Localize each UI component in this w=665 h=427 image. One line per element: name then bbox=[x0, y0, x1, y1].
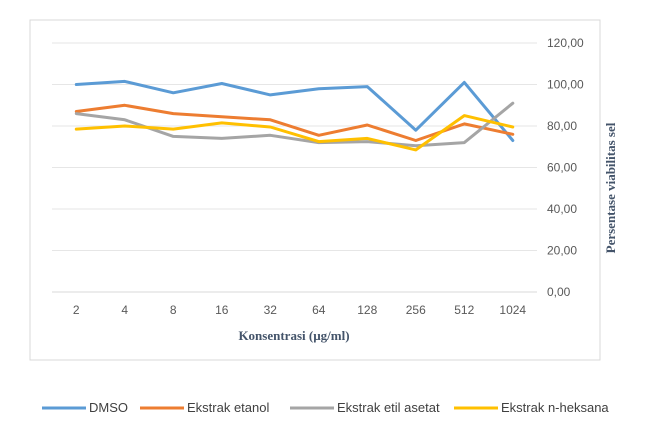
x-tick-labels: 2 4 8 16 32 64 128 256 512 1024 bbox=[73, 303, 527, 317]
x-tick-label: 4 bbox=[121, 303, 128, 317]
x-tick-label: 1024 bbox=[499, 303, 526, 317]
legend-label: Ekstrak etil asetat bbox=[337, 400, 440, 415]
x-tick-label: 128 bbox=[357, 303, 377, 317]
series-line-3 bbox=[74, 114, 515, 152]
y-tick-label: 80,00 bbox=[547, 119, 577, 133]
y-tick-label: 40,00 bbox=[547, 202, 577, 216]
y-tick-label: 60,00 bbox=[547, 161, 577, 175]
x-tick-label: 2 bbox=[73, 303, 80, 317]
x-tick-label: 512 bbox=[454, 303, 474, 317]
series-lines bbox=[74, 79, 515, 152]
x-tick-label: 256 bbox=[406, 303, 426, 317]
x-tick-label: 32 bbox=[264, 303, 278, 317]
series-line-0 bbox=[74, 79, 515, 142]
x-axis-title: Konsentrasi (µg/ml) bbox=[238, 328, 349, 343]
x-tick-label: 64 bbox=[312, 303, 326, 317]
legend: DMSO Ekstrak etanol Ekstrak etil asetat Eks… bbox=[42, 400, 609, 415]
y-tick-label: 0,00 bbox=[547, 285, 571, 299]
y-tick-label: 100,00 bbox=[547, 78, 584, 92]
x-tick-label: 8 bbox=[170, 303, 177, 317]
legend-label: DMSO bbox=[89, 400, 128, 415]
y-tick-label: 120,00 bbox=[547, 36, 584, 50]
y-tick-label: 20,00 bbox=[547, 244, 577, 258]
y-tick-labels: 0,00 20,00 40,00 60,00 80,00 100,00 120,00 bbox=[547, 36, 584, 299]
legend-label: Ekstrak etanol bbox=[187, 400, 269, 415]
plot-frame bbox=[29, 19, 601, 361]
x-tick-label: 16 bbox=[215, 303, 229, 317]
y-axis-title: Persentase viabilitas sel bbox=[603, 122, 618, 253]
legend-label: Ekstrak n-heksana bbox=[501, 400, 609, 415]
